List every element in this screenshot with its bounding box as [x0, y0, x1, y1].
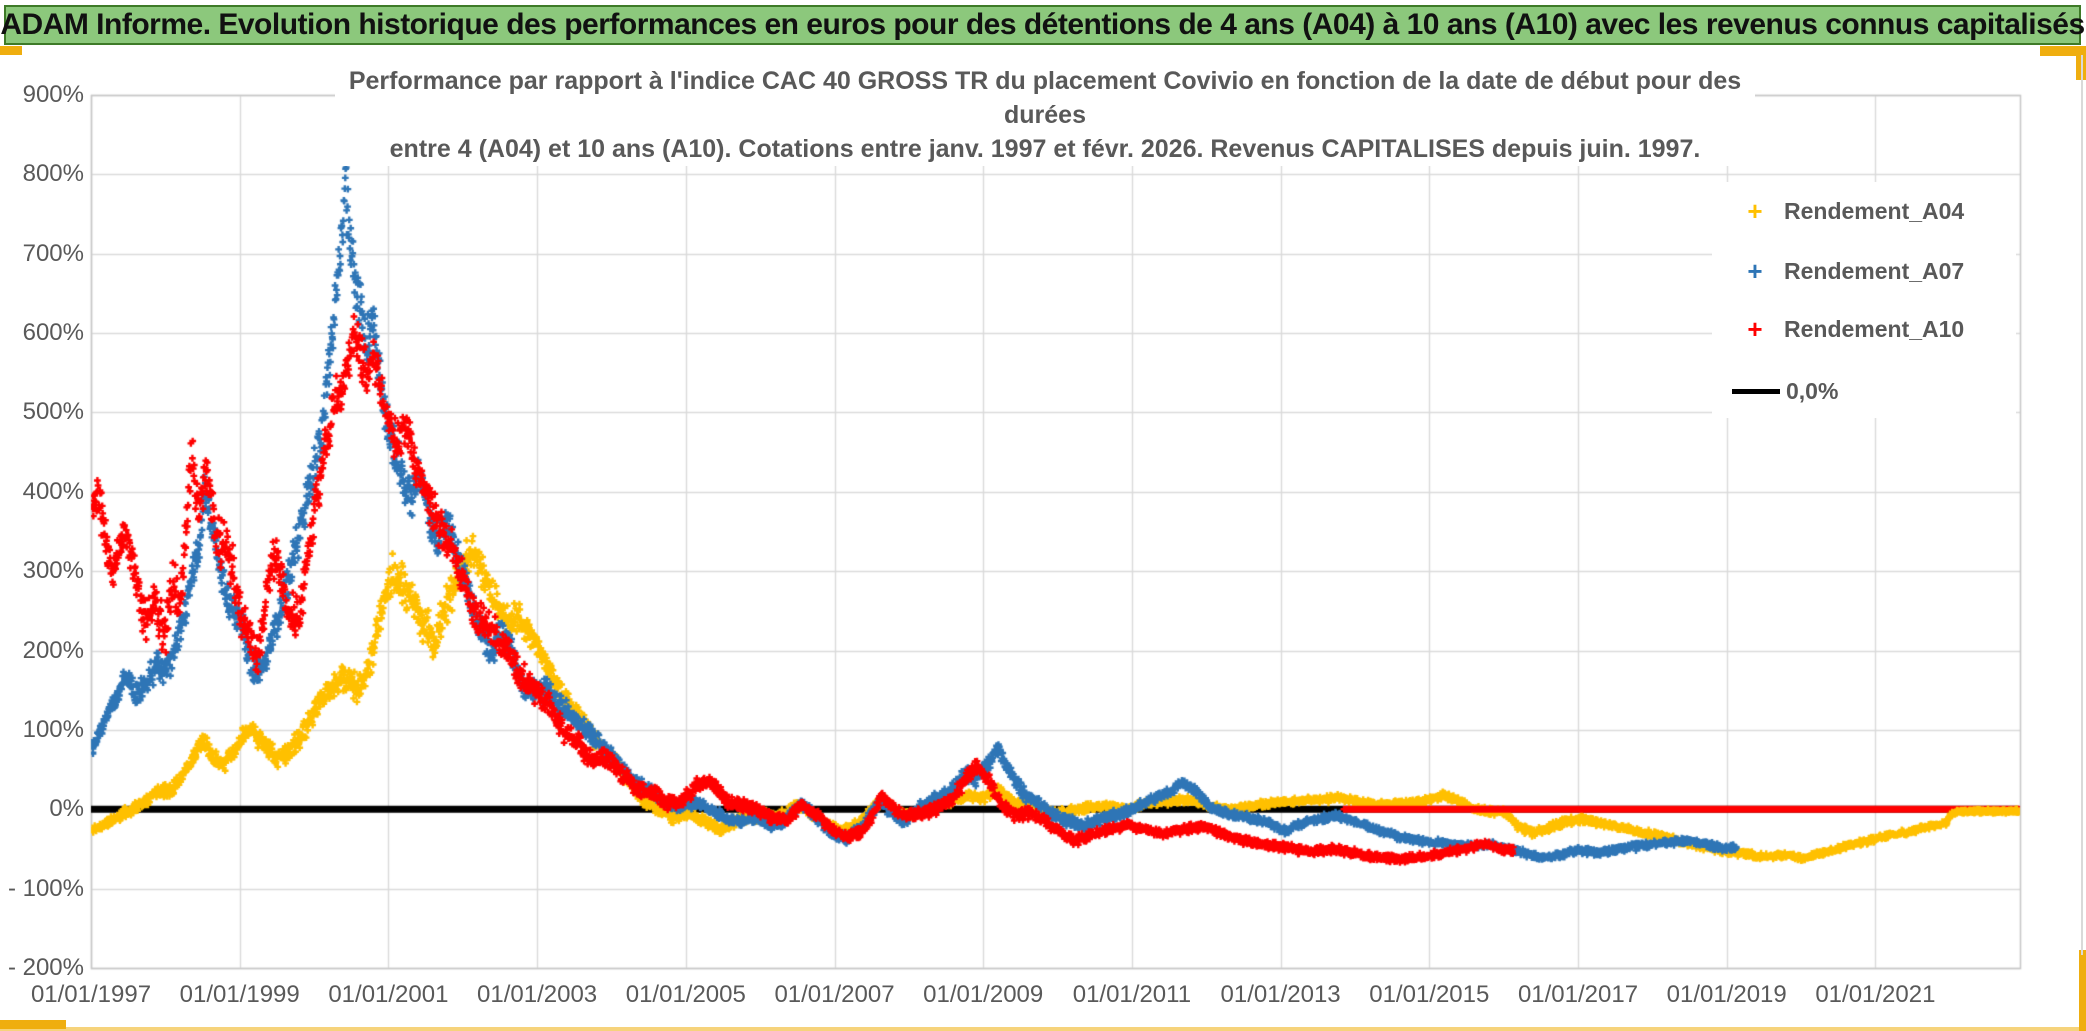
zero-line-icon [1732, 388, 1780, 394]
y-axis-tick-label: - 100% [7, 874, 84, 902]
x-axis-tick-label: 01/01/2001 [328, 981, 449, 1008]
chart-title-line2: entre 4 (A04) et 10 ans (A10). Cotations… [389, 135, 1701, 163]
x-axis-tick-label: 01/01/1997 [30, 981, 152, 1008]
y-axis-tick-label: 500% [22, 398, 84, 426]
x-axis-tick-label: 01/01/2013 [1220, 981, 1341, 1008]
legend-label: Rendement_A07 [1784, 257, 1965, 284]
y-axis-tick-label: 200% [22, 636, 84, 664]
y-axis-tick-label: 0% [49, 795, 84, 823]
x-axis-tick-label: 01/01/2003 [477, 981, 598, 1008]
y-axis-tick-label: 900% [22, 81, 84, 108]
y-axis-tick-label: 700% [22, 239, 84, 267]
chart-title: Performance par rapport à l'indice CAC 4… [335, 64, 1755, 166]
y-axis-tick-label: 800% [22, 160, 84, 188]
y-axis-tick-label: 400% [22, 477, 84, 505]
legend-item-rendement-a10[interactable]: + Rendement_A10 [1732, 312, 1964, 346]
plus-marker-icon: + [1747, 256, 1763, 286]
y-axis-tick-label: 100% [22, 715, 84, 743]
y-axis-tick-label: 300% [22, 557, 84, 585]
legend-item-zero-line[interactable]: 0,0% [1732, 374, 1838, 408]
legend-item-rendement-a07[interactable]: + Rendement_A07 [1732, 254, 1964, 288]
x-axis-tick-label: 01/01/1999 [179, 981, 300, 1008]
legend-label: 0,0% [1786, 377, 1839, 404]
legend-item-rendement-a04[interactable]: + Rendement_A04 [1732, 194, 1964, 228]
legend-label: Rendement_A10 [1784, 315, 1965, 342]
plus-marker-icon: + [1747, 196, 1763, 226]
x-axis-tick-label: 01/01/2019 [1666, 981, 1787, 1008]
legend-label: Rendement_A04 [1784, 197, 1965, 224]
x-axis-tick-label: 01/01/2007 [774, 981, 895, 1008]
x-axis-tick-label: 01/01/2005 [625, 981, 746, 1008]
chart-title-line1: Performance par rapport à l'indice CAC 4… [348, 67, 1742, 129]
y-axis-tick-label: 600% [22, 319, 84, 347]
x-axis-tick-label: 01/01/2017 [1517, 981, 1639, 1008]
x-axis-tick-label: 01/01/2021 [1815, 981, 1936, 1008]
chart-legend: + Rendement_A04 + Rendement_A07 + Rendem… [1712, 182, 2016, 418]
x-axis-tick-label: 01/01/2011 [1072, 981, 1192, 1008]
x-axis-tick-label: 01/01/2009 [923, 981, 1044, 1008]
plus-marker-icon: + [1747, 314, 1763, 344]
x-axis-tick-label: 01/01/2015 [1369, 981, 1490, 1008]
y-axis-tick-label: - 200% [7, 954, 84, 981]
